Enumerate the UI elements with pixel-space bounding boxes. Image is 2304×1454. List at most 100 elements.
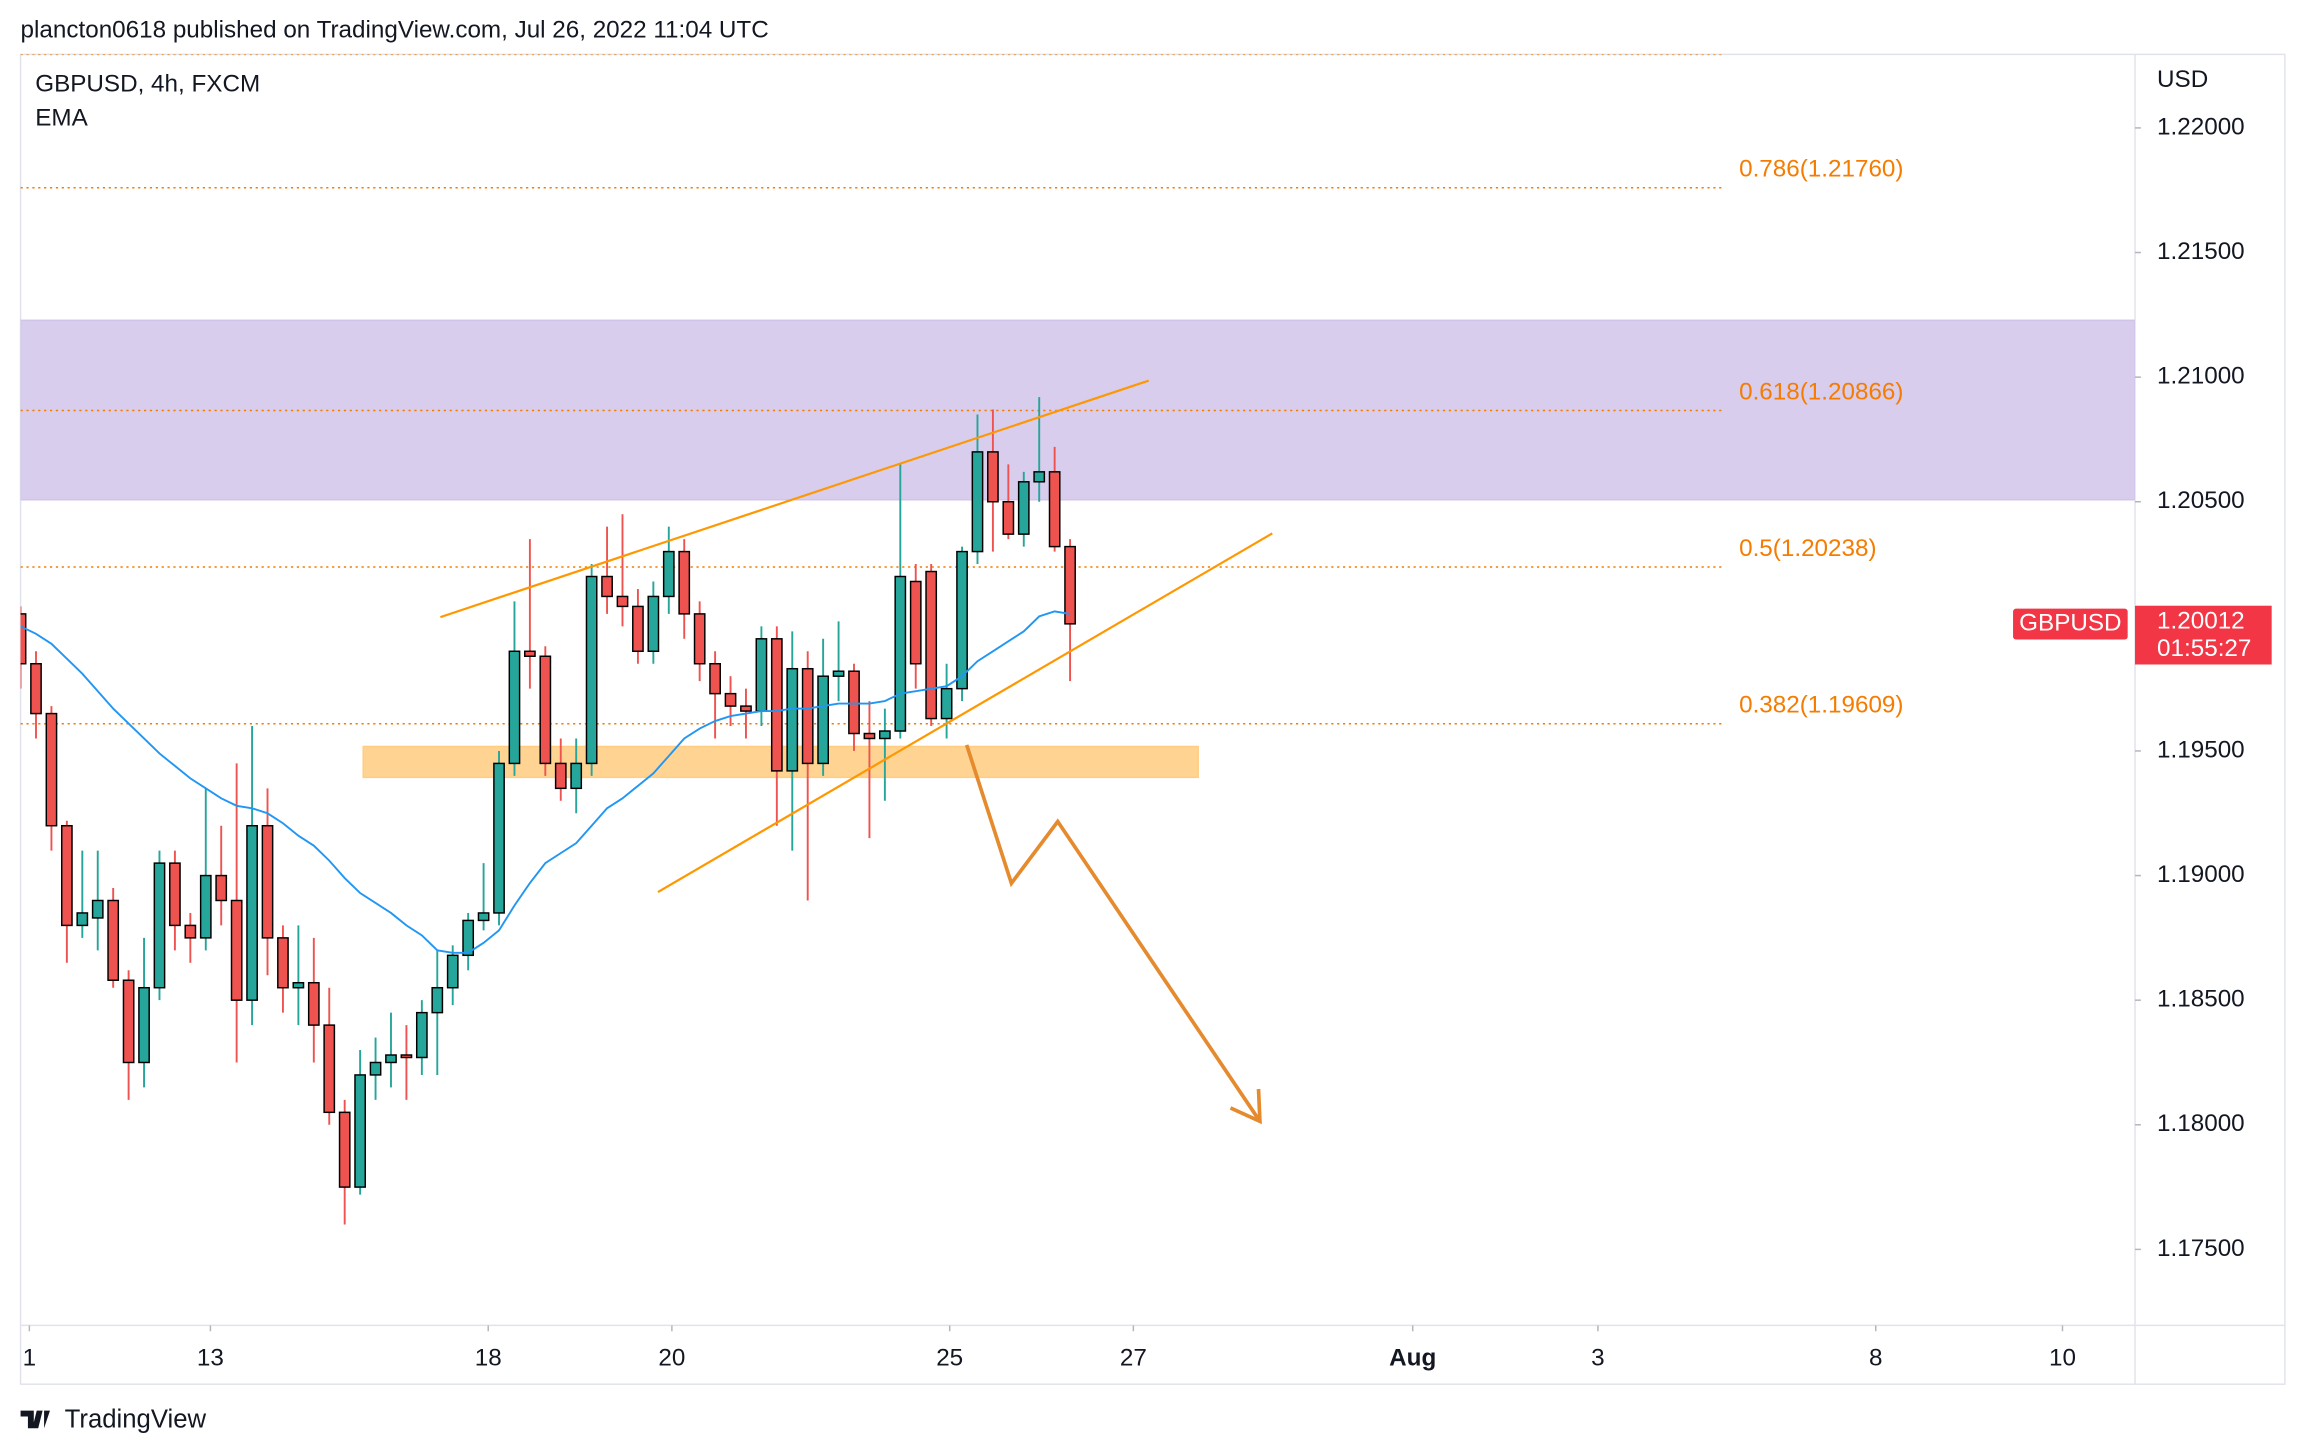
candle-body bbox=[693, 613, 706, 665]
x-tick-label: 3 bbox=[1591, 1345, 1604, 1372]
candle-body bbox=[863, 732, 876, 740]
y-tick-label: 1.21500 bbox=[2157, 238, 2245, 265]
x-tick-label: 25 bbox=[936, 1345, 963, 1372]
candle-body bbox=[199, 874, 212, 939]
ema-line bbox=[20, 610, 1071, 954]
fib-label: 0.786(1.21760) bbox=[1739, 155, 1903, 182]
candle-body bbox=[801, 667, 814, 765]
fib-label: 0.618(1.20866) bbox=[1739, 378, 1903, 405]
candle-body bbox=[740, 705, 752, 712]
price-tag-countdown: 01:55:27 bbox=[2157, 635, 2251, 662]
candle-body bbox=[307, 981, 320, 1026]
brand-name: TradingView bbox=[65, 1406, 207, 1434]
candle-body bbox=[400, 1054, 413, 1059]
candle-body bbox=[508, 650, 521, 765]
candle-body bbox=[786, 667, 799, 772]
frame bbox=[19, 53, 2286, 1385]
candle-body bbox=[138, 986, 150, 1064]
zone bbox=[20, 319, 2136, 501]
candle-body bbox=[184, 924, 197, 939]
candle-body bbox=[45, 712, 58, 827]
candle-body bbox=[632, 605, 644, 653]
x-tick-label: 1 bbox=[23, 1345, 36, 1372]
candle-body bbox=[415, 1011, 428, 1059]
x-tick-label: 20 bbox=[658, 1345, 685, 1372]
candle-body bbox=[647, 595, 660, 653]
candle-body bbox=[246, 824, 258, 1001]
candle-body bbox=[940, 687, 953, 720]
candle-body bbox=[493, 762, 505, 914]
symbol-legend: GBPUSD, 4h, FXCM bbox=[35, 71, 260, 98]
candle-body bbox=[909, 580, 922, 665]
candle-body bbox=[601, 575, 613, 598]
candle-body bbox=[385, 1054, 397, 1064]
candle-body bbox=[122, 979, 135, 1064]
trendline bbox=[657, 532, 1273, 893]
candle-body bbox=[925, 570, 938, 720]
symbol-tag-label: GBPUSD bbox=[2019, 609, 2121, 636]
candle-body bbox=[662, 550, 675, 598]
fib-label: 0.5(1.20238) bbox=[1739, 535, 1876, 562]
candle-body bbox=[878, 730, 891, 740]
y-tick-label: 1.19500 bbox=[2157, 736, 2245, 763]
logo-mark bbox=[20, 1410, 50, 1429]
plot-area bbox=[20, 54, 2136, 1225]
candle-body bbox=[261, 824, 274, 939]
ema-legend: EMA bbox=[35, 104, 88, 131]
overlay: 0.786(1.21760) 0.618(1.20866) 0.5(1.20238)… bbox=[1739, 155, 1903, 718]
x-tick-label: 27 bbox=[1120, 1345, 1147, 1372]
candle-body bbox=[724, 692, 737, 707]
candle-body bbox=[107, 899, 120, 981]
candle-body bbox=[462, 919, 475, 957]
y-tick-label: 1.17500 bbox=[2157, 1235, 2245, 1262]
candle-body bbox=[570, 762, 583, 790]
candle-body bbox=[369, 1061, 382, 1076]
price-unit: USD bbox=[2157, 66, 2208, 93]
candle-body bbox=[1017, 481, 1030, 535]
candle-body bbox=[894, 575, 907, 732]
candle-body bbox=[585, 575, 598, 765]
candle-body bbox=[832, 670, 845, 677]
y-tick-label: 1.21000 bbox=[2157, 363, 2245, 390]
candle-body bbox=[323, 1024, 336, 1114]
candle-body bbox=[709, 662, 721, 695]
candle-body bbox=[524, 650, 536, 657]
y-tick-label: 1.22000 bbox=[2157, 113, 2245, 140]
candle-body bbox=[215, 874, 228, 902]
symbol-tag bbox=[2013, 608, 2128, 640]
candle-body bbox=[678, 550, 691, 615]
x-tick-label: 10 bbox=[2049, 1345, 2076, 1372]
candle-body bbox=[477, 912, 490, 922]
y-tick-label: 1.18500 bbox=[2157, 986, 2245, 1013]
candle-body bbox=[755, 638, 768, 712]
candle-body bbox=[60, 824, 73, 927]
x-tick-label: Aug bbox=[1389, 1345, 1436, 1372]
trendline bbox=[440, 379, 1150, 619]
candle-body bbox=[987, 451, 999, 503]
candle-body bbox=[292, 981, 305, 989]
candle-body bbox=[431, 986, 444, 1014]
fib-label: 0.382(1.19609) bbox=[1739, 692, 1903, 719]
y-tick-label: 1.19000 bbox=[2157, 861, 2245, 888]
candle-body bbox=[277, 937, 289, 989]
candle-body bbox=[616, 595, 629, 608]
candle-body bbox=[338, 1111, 351, 1188]
candle-body bbox=[554, 762, 567, 790]
y-tick-label: 1.18000 bbox=[2157, 1110, 2245, 1137]
x-tick-label: 18 bbox=[475, 1345, 502, 1372]
candle-body bbox=[1048, 471, 1061, 548]
candle-body bbox=[1064, 545, 1076, 625]
candle-body bbox=[30, 662, 42, 715]
candle-body bbox=[354, 1074, 366, 1188]
x-tick-label: 13 bbox=[197, 1345, 224, 1372]
candle-body bbox=[848, 670, 860, 735]
candle-body bbox=[956, 550, 968, 690]
candle-body bbox=[230, 899, 243, 1001]
candle-body bbox=[446, 954, 459, 989]
candle-body bbox=[91, 899, 104, 919]
candle-body bbox=[153, 862, 166, 989]
x-tick-label: 8 bbox=[1869, 1345, 1882, 1372]
